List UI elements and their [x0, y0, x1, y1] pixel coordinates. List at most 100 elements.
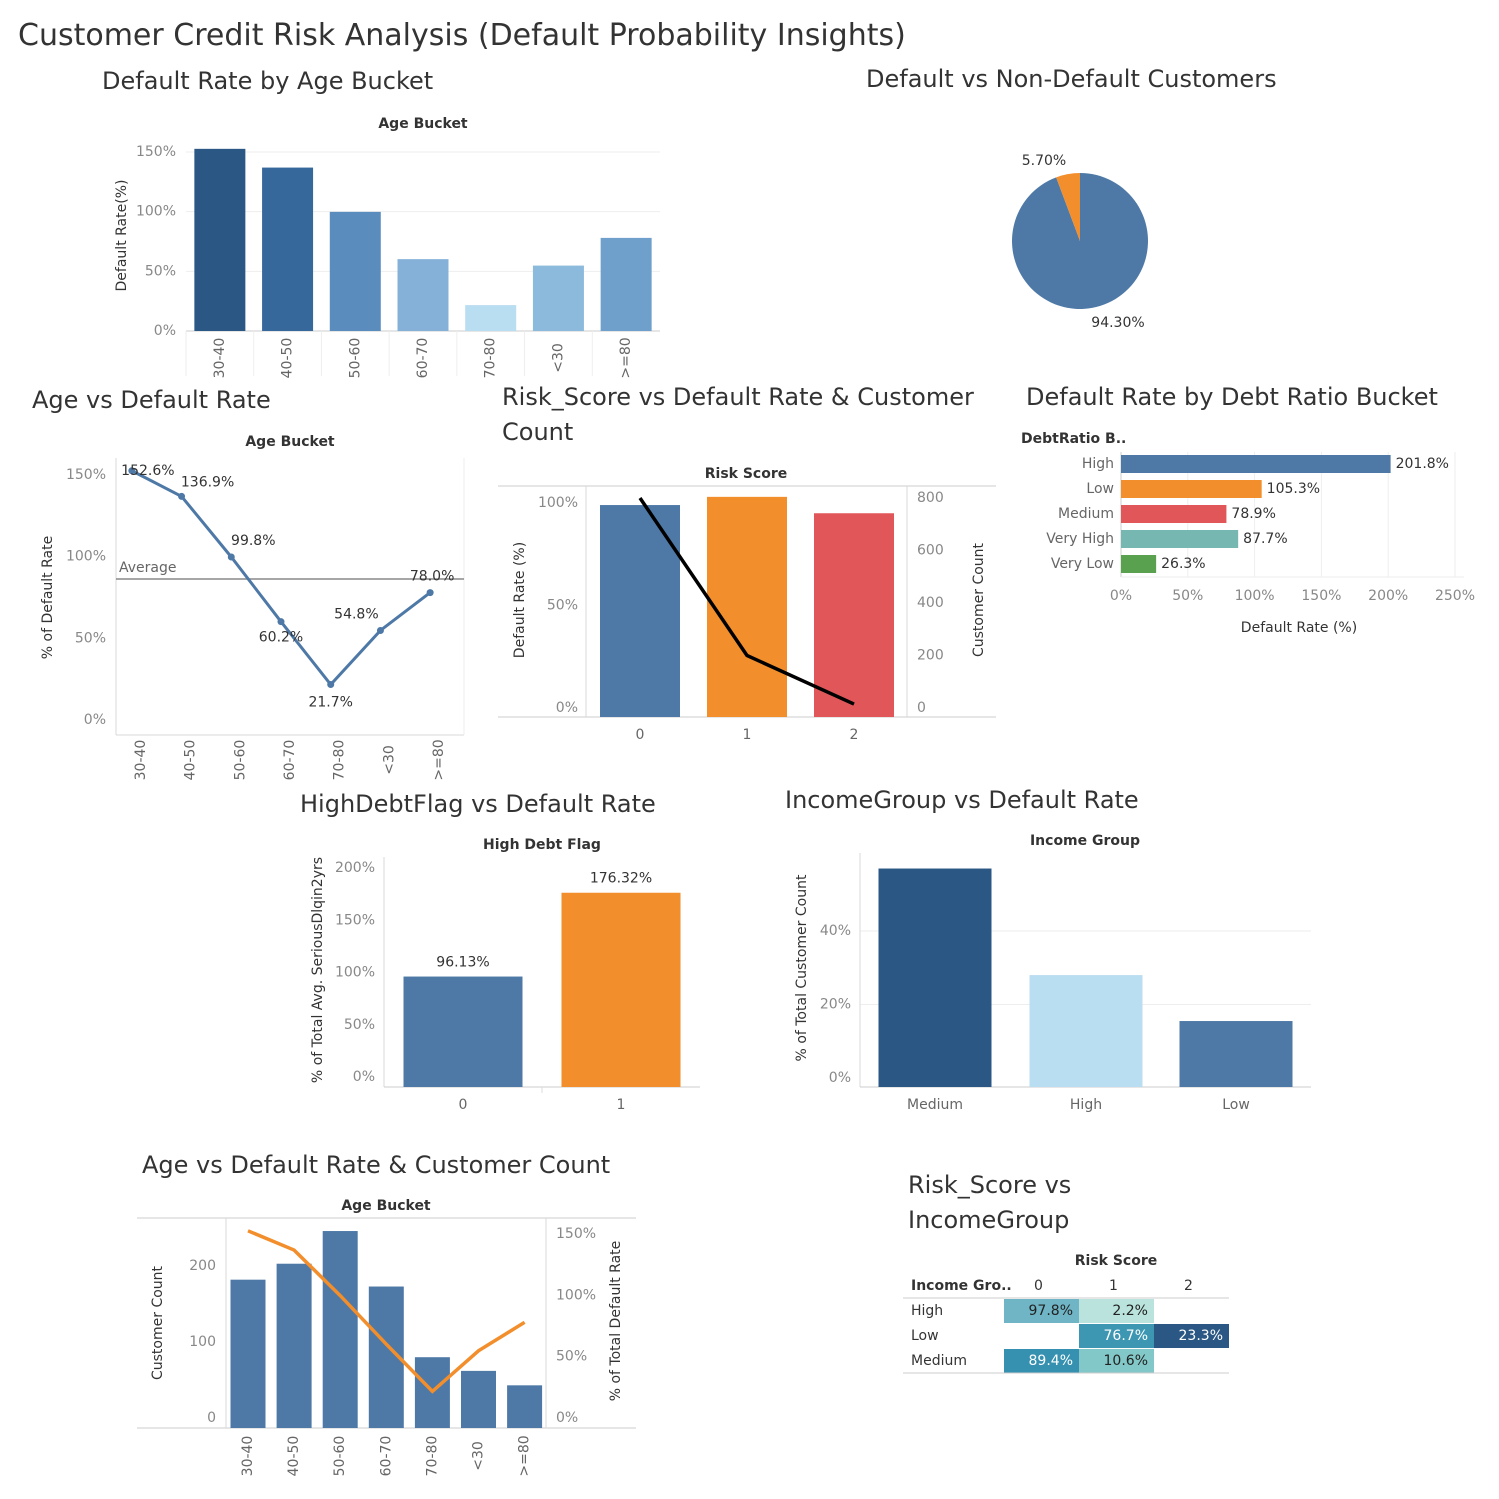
x-tick-label: <30 — [550, 343, 566, 373]
bar-age-40-50 — [276, 1263, 312, 1428]
bar-high-debt-0 — [403, 976, 523, 1087]
pie-slice-default — [1056, 173, 1080, 241]
x-tick-label: 60-70 — [282, 740, 298, 781]
y-tick-label: 100% — [136, 204, 176, 220]
y-axis-label: % of Total Customer Count — [794, 874, 810, 1061]
bar-age-<30 — [461, 1370, 496, 1428]
y2-tick-label: 800 — [917, 490, 944, 506]
y-axis-label-customer-count: Customer Count — [150, 1265, 166, 1380]
y2-tick-label: 200 — [917, 648, 944, 664]
heatmap-value: 76.7% — [1104, 1328, 1148, 1344]
bar-income-medium — [878, 868, 992, 1087]
data-label: 176.32% — [590, 871, 652, 887]
title-age-bucket-bar: Default Rate by Age Bucket — [102, 67, 434, 95]
heatmap-cell — [1079, 1299, 1154, 1323]
bar-high — [1121, 455, 1391, 473]
point-70-80 — [327, 681, 335, 689]
bar-age-30-40 — [230, 1279, 266, 1428]
y-tick-label: 100% — [66, 549, 106, 565]
dashboard-title: Customer Credit Risk Analysis (Default P… — [18, 18, 906, 53]
title-high-debt: HighDebtFlag vs Default Rate — [300, 790, 656, 818]
x-tick-label: Low — [1222, 1097, 1250, 1113]
bar-age-50-60 — [322, 1231, 358, 1428]
y-tick-label: 200% — [335, 860, 375, 876]
point-30-40 — [128, 467, 136, 475]
y-tick-label: 0% — [556, 700, 578, 716]
x-tick-label: >=80 — [618, 337, 634, 378]
bar-<30 — [532, 265, 584, 331]
y-tick-label: 150% — [66, 467, 106, 483]
x-tick-label: Medium — [907, 1097, 963, 1113]
x-tick-label: 50-60 — [347, 338, 363, 379]
x-tick-label: 70-80 — [483, 338, 499, 379]
x-tick-label: 70-80 — [424, 1436, 440, 1477]
y-tick-label: 150% — [136, 144, 176, 160]
line-customer-count — [638, 497, 855, 706]
y-tick-label: 50% — [75, 630, 106, 646]
bar-high-debt-1 — [561, 892, 681, 1087]
y-axis-label-default-rate: Default Rate(%) — [114, 180, 130, 292]
y2-tick-label: 0% — [556, 1410, 578, 1426]
y-tick-label: 50% — [145, 263, 176, 279]
x-tick-label: 0 — [636, 727, 645, 743]
row-label: Low — [1086, 481, 1114, 497]
y-tick-label: 0% — [154, 323, 176, 339]
x-tick-label: 50% — [1172, 588, 1203, 604]
x-tick-label: 40-50 — [280, 338, 296, 379]
bar-low — [1121, 480, 1262, 498]
bar-risk-1 — [707, 496, 787, 717]
y2-tick-label: 0 — [917, 700, 926, 716]
data-label: 136.9% — [181, 474, 234, 490]
x-axis-label-default-rate: Default Rate (%) — [1241, 620, 1357, 636]
x-tick-label: >=80 — [517, 1435, 533, 1476]
x-tick-label: >=80 — [431, 739, 447, 780]
bar-40-50 — [262, 167, 314, 331]
row-header-debt-ratio: DebtRatio B.. — [1021, 431, 1126, 447]
column-label: 2 — [1184, 1278, 1193, 1294]
axis-header-age-bucket: Age Bucket — [378, 116, 468, 132]
x-tick-label: 60-70 — [415, 338, 431, 379]
title-risk-income: Risk_Score vs IncomeGroup — [908, 1171, 1072, 1234]
y-tick-label: 50% — [547, 598, 578, 614]
column-label: 1 — [1109, 1278, 1118, 1294]
data-label: 96.13% — [436, 955, 489, 971]
title-debt-ratio: Default Rate by Debt Ratio Bucket — [1026, 383, 1438, 411]
data-label: 78.9% — [1231, 506, 1275, 522]
bar-30-40 — [194, 148, 246, 331]
reference-line-label: Average — [119, 560, 177, 576]
title-pie: Default vs Non-Default Customers — [866, 65, 1277, 93]
y2-tick-label: 150% — [556, 1226, 596, 1242]
row-label: Very Low — [1051, 556, 1114, 572]
y-tick-label: 0% — [353, 1069, 375, 1085]
point-50-60 — [227, 553, 235, 561]
title-age-line: Age vs Default Rate — [32, 386, 271, 414]
row-label: High — [1082, 456, 1114, 472]
heatmap-value: 2.2% — [1112, 1303, 1148, 1319]
y2-axis-label-default-rate: % of Total Default Rate — [608, 1241, 624, 1402]
data-label: 26.3% — [1161, 556, 1205, 572]
data-label: 78.0% — [410, 569, 454, 585]
x-tick-label: 0% — [1110, 588, 1132, 604]
data-label: 99.8% — [231, 533, 275, 549]
x-tick-label: 50-60 — [332, 1436, 348, 1477]
row-label-medium: Medium — [911, 1353, 967, 1369]
x-tick-label: 30-40 — [212, 338, 228, 379]
y-tick-label: 50% — [344, 1017, 375, 1033]
bar-age->=80 — [507, 1385, 543, 1428]
x-tick-label: 40-50 — [286, 1436, 302, 1477]
pie-label-non-default: 94.30% — [1091, 315, 1144, 331]
bar-income-high — [1029, 975, 1143, 1087]
x-tick-label: <30 — [381, 745, 397, 775]
data-label: 54.8% — [334, 606, 378, 622]
pie-label-default: 5.70% — [1022, 153, 1066, 169]
row-label: Medium — [1058, 506, 1114, 522]
line-default-rate — [247, 1229, 526, 1394]
x-tick-label: <30 — [471, 1441, 487, 1471]
point->=80 — [426, 589, 434, 597]
x-tick-label: 100% — [1235, 588, 1275, 604]
data-label: 87.7% — [1243, 531, 1287, 547]
heatmap-cell — [1004, 1349, 1079, 1373]
x-tick-label: 30-40 — [133, 740, 149, 781]
y-axis-label-default-rate: % of Default Rate — [40, 536, 56, 659]
